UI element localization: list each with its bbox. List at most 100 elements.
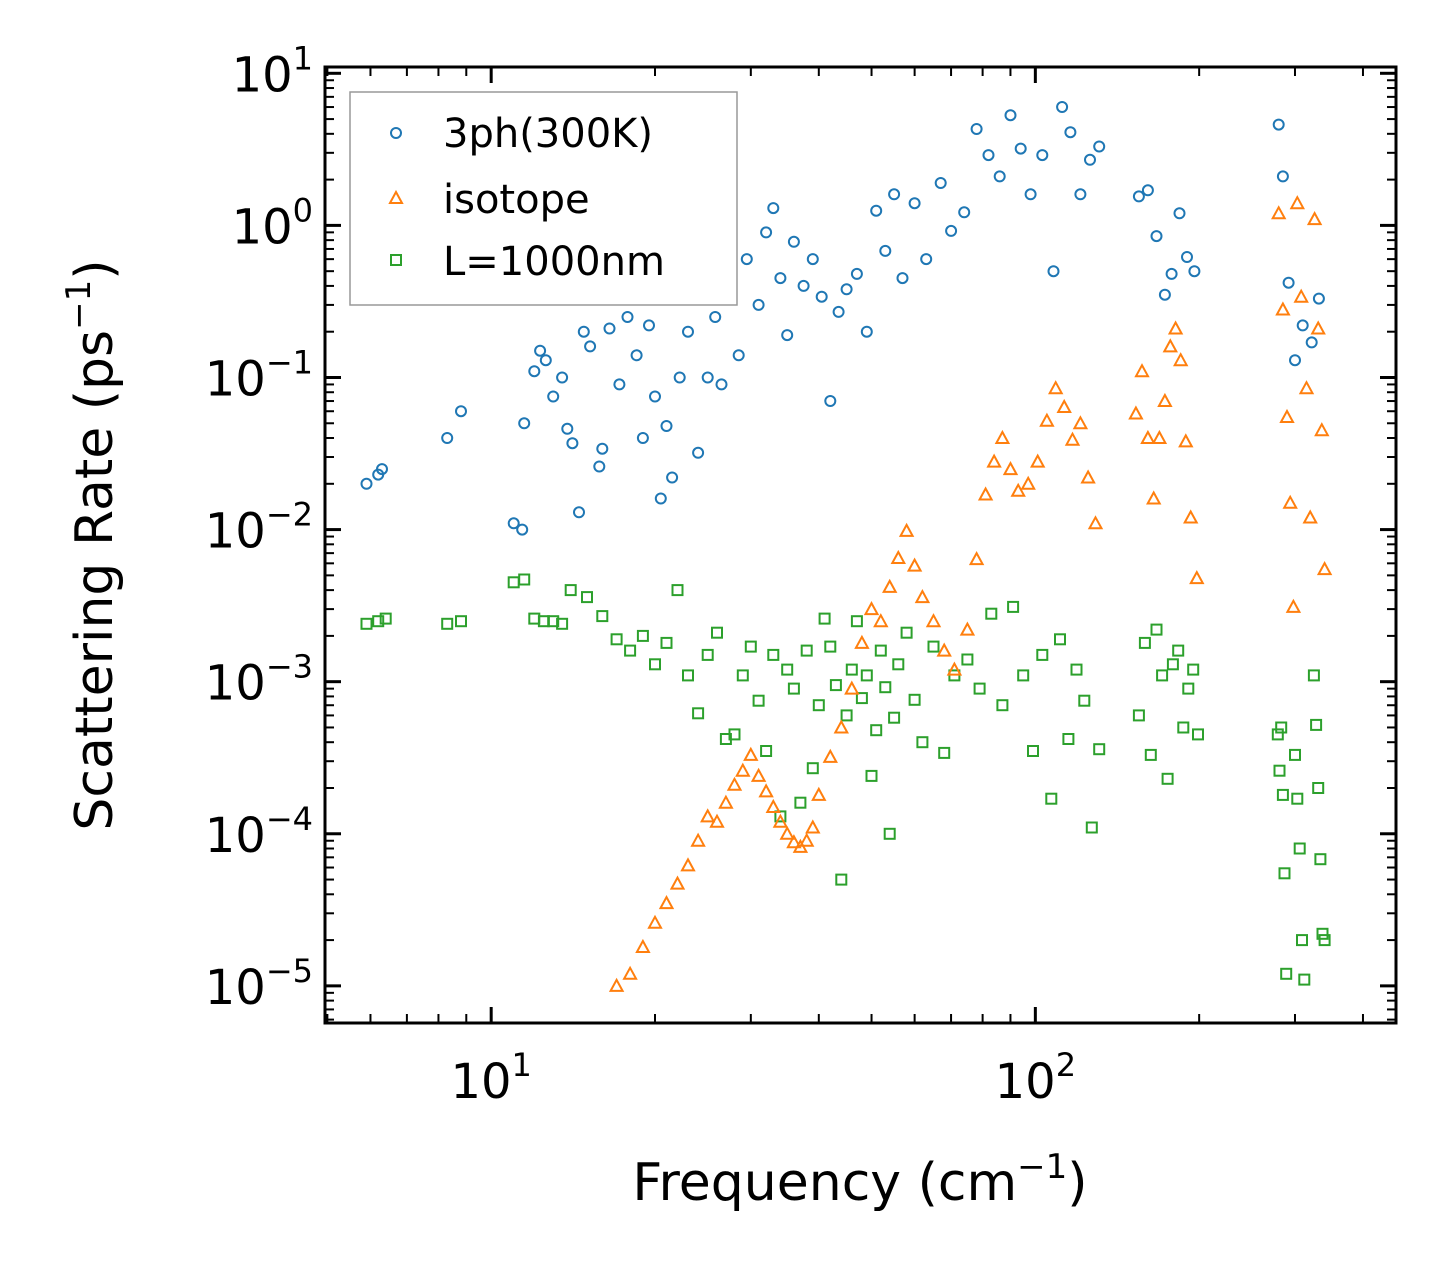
point-3ph-300k--32 [692,446,705,459]
point-isotope-68 [1279,408,1295,423]
legend-box [349,91,738,306]
point-3ph-300k--25 [643,319,655,332]
point-l-1000nm-26 [736,669,749,682]
point-isotope-24 [822,748,838,763]
point-3ph-300k--41 [767,202,780,215]
point-isotope-6 [680,857,696,872]
point-l-1000nm-75 [1132,709,1145,722]
point-isotope-18 [779,825,795,840]
point-l-1000nm-56 [916,736,929,749]
point-isotope-12 [735,762,751,777]
point-l-1000nm-50 [879,681,892,694]
point-isotope-21 [799,832,815,847]
point-l-1000nm-88 [1273,764,1286,777]
point-3ph-300k--66 [1014,142,1027,155]
point-isotope-37 [946,661,963,676]
point-3ph-300k--68 [1036,149,1049,162]
point-3ph-300k--33 [701,371,714,384]
point-l-1000nm-44 [850,615,863,628]
point-3ph-300k--42 [774,272,787,285]
series-3ph-300k- [360,101,1325,536]
point-l-1000nm-97 [1298,973,1311,986]
point-isotope-40 [977,486,994,501]
point-l-1000nm-21 [692,707,705,720]
point-3ph-300k--57 [908,197,921,210]
point-l-1000nm-70 [1062,733,1075,745]
data-points [360,101,1333,992]
point-isotope-55 [1134,363,1150,378]
point-isotope-26 [844,680,860,695]
point-l-1000nm-99 [1310,718,1323,731]
point-l-1000nm-43 [845,663,858,676]
point-l-1000nm-34 [794,796,807,809]
point-l-1000nm-57 [927,640,940,653]
point-l-1000nm-95 [1293,842,1306,855]
point-3ph-300k--65 [1004,109,1017,122]
point-isotope-36 [936,642,952,657]
point-l-1000nm-14 [610,633,623,646]
point-l-1000nm-46 [860,669,873,682]
point-3ph-300k--48 [824,395,837,407]
point-3ph-300k--71 [1064,126,1077,139]
legend-marker-3ph [390,127,402,139]
point-3ph-300k--34 [709,311,722,323]
point-l-1000nm-6 [518,573,531,586]
point-isotope-30 [882,578,898,593]
point-isotope-47 [1039,412,1055,427]
point-l-1000nm-74 [1093,743,1106,756]
point-3ph-300k--3 [441,432,454,444]
point-l-1000nm-85 [1187,663,1200,676]
point-3ph-300k--19 [596,442,609,455]
point-isotope-38 [959,621,976,636]
point-l-1000nm-51 [883,827,896,840]
point-l-1000nm-2 [379,612,392,625]
point-isotope-71 [1289,195,1305,210]
point-3ph-300k--81 [1181,251,1193,263]
point-isotope-14 [750,767,767,782]
point-isotope-3 [647,914,663,929]
point-l-1000nm-35 [800,644,813,657]
point-isotope-11 [726,776,743,791]
point-isotope-17 [772,813,789,828]
point-isotope-73 [1298,380,1315,395]
point-l-1000nm-54 [900,626,913,639]
legend-marker-isotope [388,189,404,204]
point-3ph-300k--17 [584,340,597,353]
point-3ph-300k--21 [613,378,626,391]
point-isotope-69 [1282,494,1298,509]
point-l-1000nm-33 [787,682,800,695]
point-3ph-300k--43 [781,329,794,342]
point-isotope-2 [635,938,651,953]
major-ticks [325,67,1396,1023]
point-isotope-1 [622,965,638,980]
point-3ph-300k--46 [806,253,819,266]
point-l-1000nm-13 [596,610,609,623]
point-isotope-51 [1072,415,1089,430]
point-isotope-63 [1178,433,1194,448]
point-3ph-300k--47 [815,290,828,303]
point-3ph-300k--27 [654,492,667,505]
point-l-1000nm-96 [1296,934,1308,947]
y-tick-label: 101 [232,39,313,103]
point-isotope-35 [925,613,942,628]
point-l-1000nm-61 [973,682,986,695]
point-l-1000nm-38 [818,612,831,625]
point-3ph-300k--4 [455,405,467,418]
point-3ph-300k--53 [870,204,883,217]
point-3ph-300k--23 [630,349,643,362]
point-3ph-300k--84 [1276,170,1289,183]
point-isotope-45 [1020,475,1036,490]
point-isotope-61 [1167,320,1184,335]
point-3ph-300k--76 [1141,184,1154,197]
point-isotope-56 [1140,429,1156,444]
point-l-1000nm-82 [1172,644,1185,657]
point-l-1000nm-101 [1314,853,1327,866]
point-l-1000nm-32 [781,663,794,676]
point-l-1000nm-68 [1045,792,1058,805]
point-3ph-300k--75 [1132,190,1145,203]
point-l-1000nm-11 [564,584,577,597]
point-isotope-0 [608,977,625,992]
point-3ph-300k--10 [539,354,552,367]
point-3ph-300k--30 [673,371,686,384]
point-isotope-13 [743,746,759,761]
